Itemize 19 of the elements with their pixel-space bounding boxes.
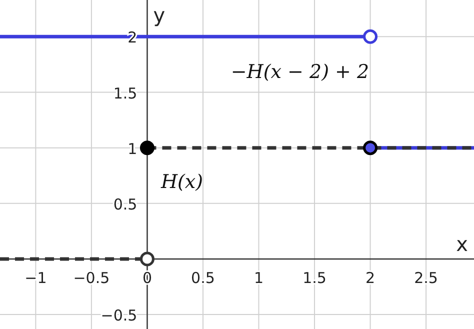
annotation: −H(x − 2) + 2 bbox=[230, 61, 370, 83]
point bbox=[140, 140, 154, 156]
point bbox=[363, 29, 378, 44]
point bbox=[363, 140, 378, 156]
x-axis-title: x bbox=[456, 232, 468, 256]
x-tick-label: 1.5 bbox=[302, 268, 326, 287]
x-tick-label: −1 bbox=[24, 268, 47, 287]
x-tick-label: −0.5 bbox=[73, 268, 110, 287]
y-axis-title: y bbox=[153, 3, 166, 27]
y-tick-label: 1 bbox=[128, 140, 138, 158]
y-tick-label: 1.5 bbox=[113, 84, 138, 102]
point bbox=[140, 252, 154, 266]
x-tick-label: 2 bbox=[366, 268, 376, 287]
x-tick-label: 2.5 bbox=[414, 268, 438, 287]
y-tick-label: −0.5 bbox=[100, 306, 138, 325]
y-tick-label: 0.5 bbox=[113, 195, 138, 214]
x-tick-label: 0.5 bbox=[191, 268, 215, 287]
annotation: H(x) bbox=[160, 171, 204, 193]
x-tick-label: 1 bbox=[254, 268, 264, 287]
